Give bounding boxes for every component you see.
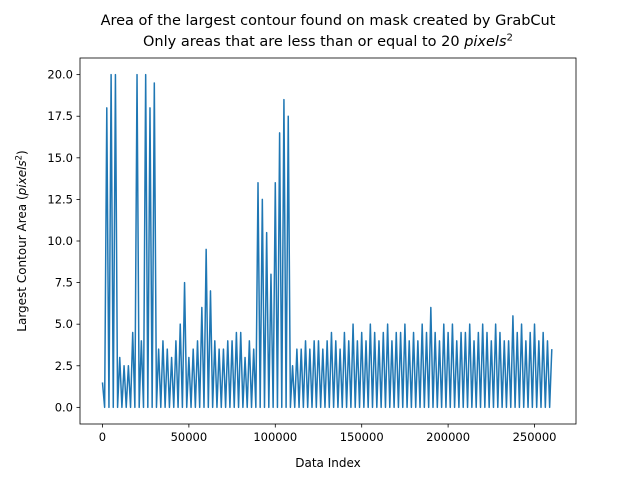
x-tick-label: 100000: [253, 430, 297, 444]
y-tick-label: 12.5: [47, 192, 73, 206]
text-segment: Area of the largest contour found on mas…: [101, 13, 556, 29]
y-tick-label: 17.5: [47, 109, 73, 123]
y-tick-label: 5.0: [55, 317, 73, 331]
data-line: [101, 73, 553, 409]
chart-title: Only areas that are less than or equal t…: [143, 32, 513, 50]
y-tick-label: 2.5: [55, 359, 73, 373]
x-axis-label: Data Index: [295, 456, 361, 470]
y-axis-label: Largest Contour Area (pixels2): [13, 150, 29, 331]
text-segment: pixels: [463, 34, 507, 50]
x-tick-label: 200000: [426, 430, 470, 444]
text-segment: 2: [13, 155, 23, 160]
x-tick-label: 50000: [171, 430, 208, 444]
x-tick-label: 0: [99, 430, 106, 444]
text-segment: Largest Contour Area (: [15, 195, 29, 331]
text-segment: ): [15, 150, 29, 155]
y-tick-label: 20.0: [47, 68, 73, 82]
y-tick-label: 10.0: [47, 234, 73, 248]
text-segment: Data Index: [295, 456, 361, 470]
chart-title: Area of the largest contour found on mas…: [101, 13, 556, 29]
text-segment: 2: [507, 32, 513, 43]
x-tick-label: 150000: [340, 430, 384, 444]
y-tick-label: 7.5: [55, 276, 73, 290]
x-tick-label: 250000: [513, 430, 557, 444]
y-tick-label: 0.0: [55, 400, 73, 414]
text-segment: Only areas that are less than or equal t…: [143, 34, 464, 50]
y-tick-label: 15.0: [47, 151, 73, 165]
text-segment: pixels: [15, 160, 29, 196]
